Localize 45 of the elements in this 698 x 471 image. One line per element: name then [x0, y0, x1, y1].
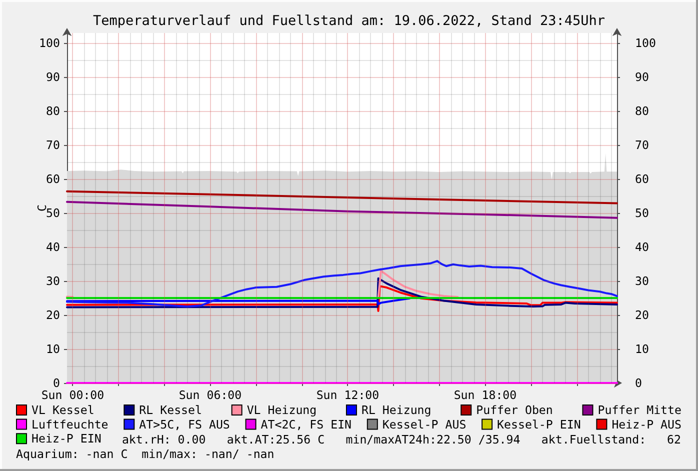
- legend-label: Heiz-P AUS: [612, 417, 682, 432]
- x-tick-label: Sun 18:00: [454, 388, 517, 402]
- y-tick-label: 90: [46, 70, 60, 84]
- legend-label: Kessel-P EIN: [497, 417, 581, 432]
- y2-tick-label: 20: [635, 308, 649, 322]
- x-tick-label: Sun 00:00: [41, 388, 104, 402]
- y2-tick-label: 30: [635, 274, 649, 288]
- legend-label: AT>5C, FS AUS: [139, 417, 230, 432]
- y2-tick-label: 10: [635, 342, 649, 356]
- y-tick-label: 70: [46, 138, 60, 152]
- text: min/maxAT24h:22.50 /35.94: [346, 432, 520, 447]
- text: Aquarium: -nan C min/max: -nan/ -nan: [16, 446, 274, 461]
- legend-label: RL Kessel: [139, 403, 202, 417]
- y2-tick-label: 70: [635, 138, 649, 152]
- legend-label: Kessel-P AUS: [382, 417, 466, 432]
- legend-label: Puffer Mitte: [598, 403, 682, 417]
- text: akt.AT:25.56 C: [226, 432, 325, 447]
- y2-tick-label: 0: [635, 376, 642, 390]
- y-tick-label: 80: [46, 104, 60, 118]
- y-tick-label: 10: [46, 342, 60, 356]
- y2-tick-label: 100: [635, 36, 656, 50]
- y2-tick-label: 60: [635, 172, 649, 186]
- y-tick-label: 40: [46, 240, 60, 254]
- y-tick-label: 0: [53, 376, 60, 390]
- x-tick-label: Sun 12:00: [316, 388, 380, 402]
- legend-label: AT<2C, FS EIN: [260, 417, 352, 432]
- y-tick-label: 50: [46, 206, 60, 220]
- legend-label: VL Heizung: [246, 403, 317, 417]
- legend-label: VL Kessel: [32, 403, 94, 417]
- y2-tick-label: 80: [635, 104, 649, 118]
- y2-tick-label: 40: [635, 240, 649, 254]
- y-tick-label: 30: [46, 274, 60, 288]
- legend-label: Puffer Oben: [476, 403, 553, 417]
- y2-tick-label: 90: [635, 70, 649, 84]
- x-tick-label: Sun 06:00: [178, 388, 242, 402]
- text: akt.rH: 0.00: [122, 432, 206, 447]
- y-tick-label: 20: [46, 308, 60, 322]
- legend-label: Luftfeuchte: [32, 417, 108, 432]
- y-tick-label: 100: [39, 36, 60, 50]
- y2-tick-label: 50: [635, 206, 649, 220]
- y-tick-label: 60: [46, 172, 60, 186]
- text: akt.Fuellstand: 62: [541, 432, 682, 447]
- legend-label: RL Heizung: [361, 403, 432, 417]
- legend-label: Heiz-P EIN: [32, 432, 102, 446]
- chart-title: Temperaturverlauf und Fuellstand am: 19.06.2022, Stand 23:45Uhr: [92, 13, 606, 29]
